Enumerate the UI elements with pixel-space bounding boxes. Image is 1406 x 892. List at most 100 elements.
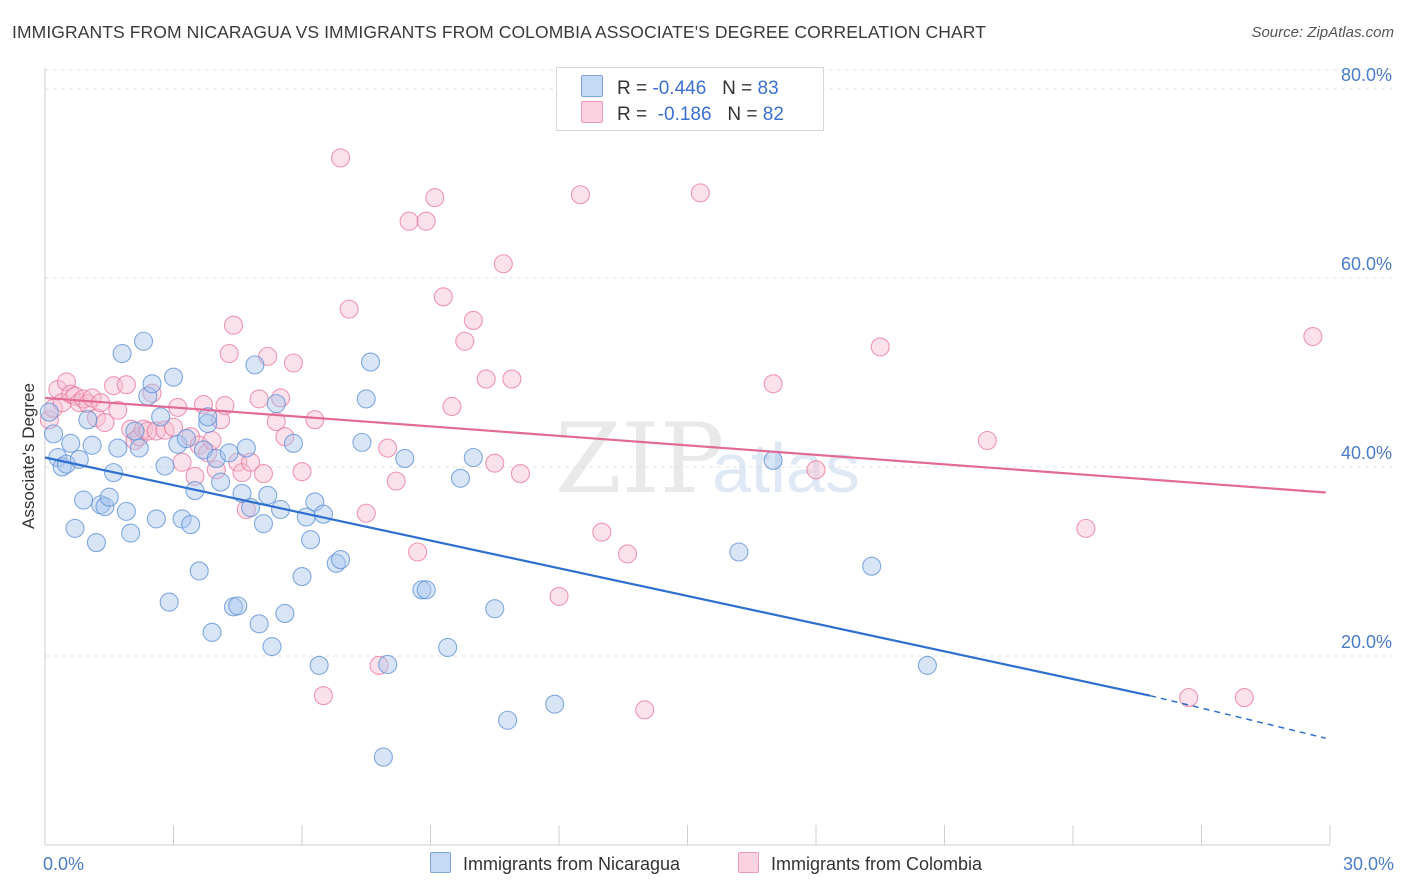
x-tick-label-min: 0.0% <box>43 854 84 874</box>
point-nicaragua <box>416 580 436 600</box>
correlation-legend: R = -0.446 N = 83 R = -0.186 N = 82 <box>556 67 824 131</box>
point-colombia <box>356 503 376 523</box>
point-nicaragua <box>356 389 376 409</box>
point-colombia <box>108 400 128 420</box>
legend-r-value: -0.186 <box>657 104 712 125</box>
point-colombia <box>223 315 244 335</box>
point-colombia <box>249 389 269 409</box>
point-colombia <box>116 375 136 395</box>
point-colombia <box>292 462 312 482</box>
point-nicaragua <box>189 561 209 581</box>
legend-row-colombia: R = -0.186 N = 82 <box>581 101 784 127</box>
point-nicaragua <box>108 438 128 458</box>
watermark-atlas: atlas <box>712 429 860 507</box>
point-colombia <box>502 369 522 389</box>
point-colombia <box>690 183 710 203</box>
point-colombia <box>433 287 453 307</box>
point-colombia <box>172 452 192 472</box>
y-tick-label: 20.0% <box>1341 632 1392 652</box>
legend-swatch-colombia <box>581 101 603 123</box>
point-colombia <box>549 586 569 606</box>
point-nicaragua <box>485 599 505 619</box>
point-colombia <box>241 452 261 472</box>
point-nicaragua <box>112 343 132 364</box>
y-tick-label: 80.0% <box>1341 65 1392 85</box>
series-nicaragua <box>39 331 937 767</box>
point-nicaragua <box>39 402 59 422</box>
point-colombia <box>283 353 303 373</box>
legend-n-label: N = <box>722 78 753 99</box>
point-nicaragua <box>155 456 175 476</box>
point-colombia <box>592 522 612 542</box>
point-colombia <box>455 331 475 351</box>
watermark: ZIP atlas <box>555 403 860 515</box>
point-nicaragua <box>151 407 171 427</box>
point-colombia <box>1303 326 1323 347</box>
point-nicaragua <box>78 410 98 430</box>
point-nicaragua <box>219 443 239 463</box>
point-colombia <box>485 453 505 473</box>
point-nicaragua <box>373 747 393 767</box>
legend-n-label: N = <box>727 104 758 125</box>
point-nicaragua <box>181 515 201 535</box>
point-colombia <box>253 464 274 484</box>
point-nicaragua <box>159 592 179 612</box>
point-nicaragua <box>163 367 184 387</box>
point-nicaragua <box>275 603 295 623</box>
point-nicaragua <box>44 424 64 444</box>
point-nicaragua <box>313 504 333 524</box>
point-nicaragua <box>412 580 432 600</box>
point-colombia <box>56 372 76 392</box>
bottom-legend-swatch-nicaragua <box>430 852 451 873</box>
point-colombia <box>763 374 783 394</box>
point-nicaragua <box>309 655 329 675</box>
point-nicaragua <box>378 654 398 675</box>
point-nicaragua <box>249 614 269 634</box>
point-colombia <box>806 460 826 480</box>
point-nicaragua <box>763 450 783 470</box>
point-nicaragua <box>545 694 565 714</box>
point-colombia <box>206 460 226 480</box>
point-nicaragua <box>450 468 471 488</box>
point-nicaragua <box>245 355 265 375</box>
watermark-zip: ZIP <box>555 403 724 515</box>
point-nicaragua <box>61 433 81 453</box>
point-nicaragua <box>82 435 102 455</box>
point-nicaragua <box>121 523 141 543</box>
point-nicaragua <box>86 533 106 553</box>
point-nicaragua <box>176 429 196 449</box>
point-colombia <box>1234 688 1254 708</box>
legend-swatch-nicaragua <box>581 75 603 97</box>
trend-lines <box>44 396 1326 739</box>
point-colombia <box>313 686 333 706</box>
point-nicaragua <box>438 637 458 658</box>
point-nicaragua <box>283 433 303 453</box>
point-nicaragua <box>116 501 136 521</box>
legend-r-value: -0.446 <box>652 78 707 99</box>
axes <box>44 68 1331 846</box>
point-nicaragua <box>99 487 119 507</box>
point-nicaragua <box>129 438 149 458</box>
legend-r-label: R = <box>617 78 648 99</box>
point-nicaragua <box>917 655 937 675</box>
point-nicaragua <box>236 438 256 458</box>
trend-line-nicaragua-extension <box>1149 694 1326 739</box>
point-nicaragua <box>133 331 154 351</box>
point-colombia <box>570 185 590 205</box>
point-colombia <box>219 343 239 364</box>
point-colombia <box>416 211 436 231</box>
point-colombia <box>408 542 428 562</box>
bottom-legend-label-colombia: Immigrants from Colombia <box>771 854 983 874</box>
point-colombia <box>386 471 406 491</box>
point-nicaragua <box>330 550 351 570</box>
legend-r-label: R = <box>617 104 648 125</box>
point-nicaragua <box>206 448 226 468</box>
point-colombia <box>1076 518 1096 538</box>
point-nicaragua <box>395 448 415 468</box>
point-nicaragua <box>74 490 94 510</box>
point-nicaragua <box>463 447 483 468</box>
legend-n-value: 83 <box>757 78 779 99</box>
point-colombia <box>39 410 59 430</box>
point-nicaragua <box>262 636 282 657</box>
